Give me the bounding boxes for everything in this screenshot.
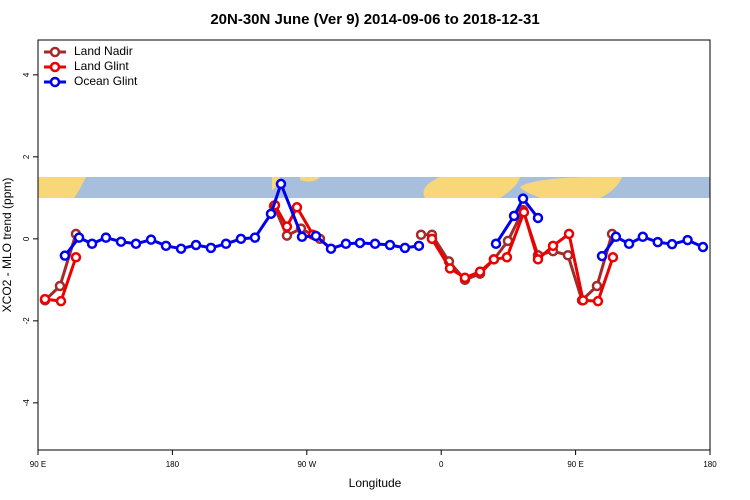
point (175, 243, 187, 254)
point (637, 231, 649, 243)
point (325, 243, 337, 254)
point (508, 210, 520, 222)
y-axis-label: XCO2 - MLO trend (ppm) (0, 178, 14, 313)
point (652, 236, 663, 248)
point (54, 280, 66, 292)
legend-label: Ocean Glint (74, 74, 138, 88)
chart-title: 20N-30N June (Ver 9) 2014-09-06 to 2018-… (210, 11, 539, 28)
point (474, 266, 486, 277)
legend-label: Land Glint (74, 59, 129, 73)
x-axis-label: Longitude (349, 476, 402, 490)
x-tick-label: 180 (166, 460, 180, 469)
plot-frame (37, 39, 711, 451)
y-tick-label: 4 (22, 72, 31, 77)
point (415, 229, 427, 240)
point (607, 252, 619, 263)
point (501, 252, 513, 263)
point (281, 221, 293, 232)
point (310, 230, 322, 242)
point (562, 250, 574, 261)
point (115, 236, 127, 247)
point (563, 228, 575, 240)
point (160, 240, 172, 252)
point (275, 178, 287, 190)
legend-label: Land Nadir (74, 44, 133, 58)
point (623, 238, 635, 250)
point (518, 206, 530, 218)
point (235, 233, 247, 245)
point (249, 232, 261, 243)
x-tick-label: 90 E (30, 460, 46, 469)
point (459, 272, 471, 284)
y-tick-label: -2 (22, 317, 31, 325)
point (610, 231, 622, 243)
point (384, 239, 396, 251)
x-tick-label: 0 (439, 460, 444, 469)
point (130, 238, 142, 250)
map-strip (38, 177, 710, 198)
point (281, 230, 293, 241)
point (697, 241, 709, 253)
point (86, 238, 98, 250)
point (100, 232, 112, 243)
point (444, 263, 456, 274)
point (596, 250, 608, 262)
point (55, 295, 67, 307)
point (532, 212, 544, 224)
point (592, 295, 604, 307)
point (265, 208, 277, 220)
point (682, 234, 693, 246)
point (296, 231, 308, 243)
point (413, 240, 425, 252)
point (490, 238, 502, 250)
point (426, 233, 438, 245)
legend-marker (49, 76, 61, 88)
x-tick-label: 180 (703, 460, 717, 469)
point (547, 240, 559, 252)
point (39, 293, 51, 305)
point (488, 254, 500, 265)
point (340, 238, 352, 250)
point (399, 242, 411, 254)
point (70, 252, 82, 263)
point (577, 295, 589, 306)
point (354, 237, 366, 249)
y-tick-label: 2 (22, 154, 31, 159)
point (291, 202, 303, 213)
x-tick-label: 90 E (567, 460, 583, 469)
point (591, 280, 603, 292)
y-tick-label: 0 (22, 236, 31, 241)
point (59, 250, 71, 261)
point (666, 238, 678, 250)
point (190, 239, 202, 251)
point (220, 238, 232, 250)
legend-marker (49, 46, 61, 58)
point (369, 238, 381, 250)
y-tick-label: -4 (22, 399, 31, 407)
point (532, 254, 544, 265)
point (145, 234, 157, 245)
point (517, 193, 529, 204)
point (205, 242, 217, 254)
x-tick-label: 90 W (297, 460, 316, 469)
point (73, 232, 85, 243)
legend-marker (49, 61, 61, 73)
